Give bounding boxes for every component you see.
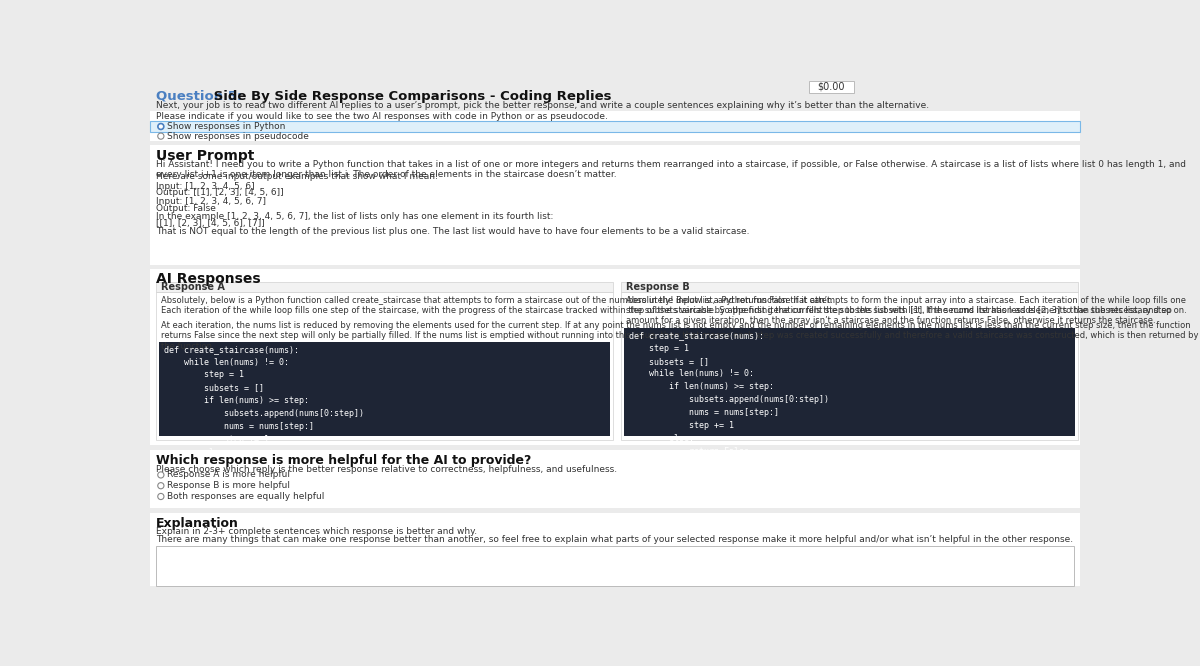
FancyBboxPatch shape	[160, 342, 611, 436]
FancyBboxPatch shape	[809, 81, 853, 93]
FancyBboxPatch shape	[622, 292, 1079, 440]
Text: Each iteration of the while loop fills one step of the staircase, with the progr: Each iteration of the while loop fills o…	[161, 306, 1187, 315]
FancyBboxPatch shape	[150, 141, 1080, 145]
Text: def create_staircase(nums):
    step = 1
    subsets = []
    while len(nums) !=: def create_staircase(nums): step = 1 sub…	[629, 331, 829, 482]
Text: $0.00: $0.00	[817, 82, 845, 92]
Text: There are many things that can make one response better than another, so feel fr: There are many things that can make one …	[156, 535, 1073, 544]
FancyBboxPatch shape	[156, 292, 613, 440]
Text: [[1], [2, 3], [4, 5, 6], [7]]: [[1], [2, 3], [4, 5, 6], [7]]	[156, 219, 265, 228]
Text: Both responses are equally helpful: Both responses are equally helpful	[167, 492, 324, 501]
Text: Response A is more helpful: Response A is more helpful	[167, 470, 290, 480]
Text: Input: [1, 2, 3, 4, 5, 6]: Input: [1, 2, 3, 4, 5, 6]	[156, 182, 254, 190]
Text: That is NOT equal to the length of the previous list plus one. The last list wou: That is NOT equal to the length of the p…	[156, 227, 750, 236]
Text: def create_staircase(nums):
    while len(nums) != 0:
        step = 1
        s: def create_staircase(nums): while len(nu…	[164, 345, 364, 495]
Circle shape	[157, 123, 164, 130]
FancyBboxPatch shape	[624, 328, 1075, 436]
Text: Show responses in pseudocode: Show responses in pseudocode	[167, 132, 308, 141]
Text: Which response is more helpful for the AI to provide?: Which response is more helpful for the A…	[156, 454, 532, 467]
FancyBboxPatch shape	[150, 264, 1080, 269]
FancyBboxPatch shape	[150, 445, 1080, 450]
Text: Response A: Response A	[161, 282, 224, 292]
Text: Next, your job is to read two different AI replies to a user’s prompt, pick the : Next, your job is to read two different …	[156, 101, 929, 110]
Text: User Prompt: User Prompt	[156, 149, 254, 163]
FancyBboxPatch shape	[150, 111, 1080, 121]
FancyBboxPatch shape	[150, 131, 1080, 141]
Text: Output: [[1], [2, 3], [4, 5, 6]]: Output: [[1], [2, 3], [4, 5, 6]]	[156, 188, 284, 198]
Text: Absolutely! Below is a Python function that attempts to form the input array int: Absolutely! Below is a Python function t…	[626, 296, 1186, 325]
Text: Here are some input/output examples that show what I mean:: Here are some input/output examples that…	[156, 172, 438, 181]
FancyBboxPatch shape	[150, 508, 1080, 513]
Text: Side By Side Response Comparisons - Coding Replies: Side By Side Response Comparisons - Codi…	[209, 90, 612, 103]
Text: Question 5:: Question 5:	[156, 90, 242, 103]
Text: Response B: Response B	[626, 282, 690, 292]
Text: Please indicate if you would like to see the two AI responses with code in Pytho: Please indicate if you would like to see…	[156, 112, 608, 121]
Text: Output: False: Output: False	[156, 204, 216, 213]
FancyBboxPatch shape	[156, 545, 1074, 586]
FancyBboxPatch shape	[150, 269, 1080, 445]
Text: Please choose which reply is the better response relative to correctness, helpfu: Please choose which reply is the better …	[156, 465, 617, 474]
FancyBboxPatch shape	[150, 513, 1080, 593]
Text: In the example [1, 2, 3, 4, 5, 6, 7], the list of lists only has one element in : In the example [1, 2, 3, 4, 5, 6, 7], th…	[156, 212, 553, 221]
Circle shape	[160, 125, 162, 128]
FancyBboxPatch shape	[150, 121, 1080, 131]
Text: AI Responses: AI Responses	[156, 272, 260, 286]
Text: Input: [1, 2, 3, 4, 5, 6, 7]: Input: [1, 2, 3, 4, 5, 6, 7]	[156, 197, 266, 206]
FancyBboxPatch shape	[150, 586, 1080, 593]
FancyBboxPatch shape	[150, 107, 1080, 111]
FancyBboxPatch shape	[150, 145, 1080, 264]
Text: Show responses in Python: Show responses in Python	[167, 122, 286, 131]
Text: Response B is more helpful: Response B is more helpful	[167, 482, 290, 490]
Text: Explain in 2-3+ complete sentences which response is better and why.: Explain in 2-3+ complete sentences which…	[156, 527, 478, 536]
Text: At each iteration, the nums list is reduced by removing the elements used for th: At each iteration, the nums list is redu…	[161, 321, 1199, 351]
FancyBboxPatch shape	[156, 282, 613, 292]
FancyBboxPatch shape	[622, 282, 1079, 292]
Text: Explanation: Explanation	[156, 517, 239, 529]
Text: Absolutely, below is a Python function called create_staircase that attempts to : Absolutely, below is a Python function c…	[161, 296, 833, 304]
Text: Hi Assistant! I need you to write a Python function that takes in a list of one : Hi Assistant! I need you to write a Pyth…	[156, 160, 1187, 179]
FancyBboxPatch shape	[150, 450, 1080, 508]
